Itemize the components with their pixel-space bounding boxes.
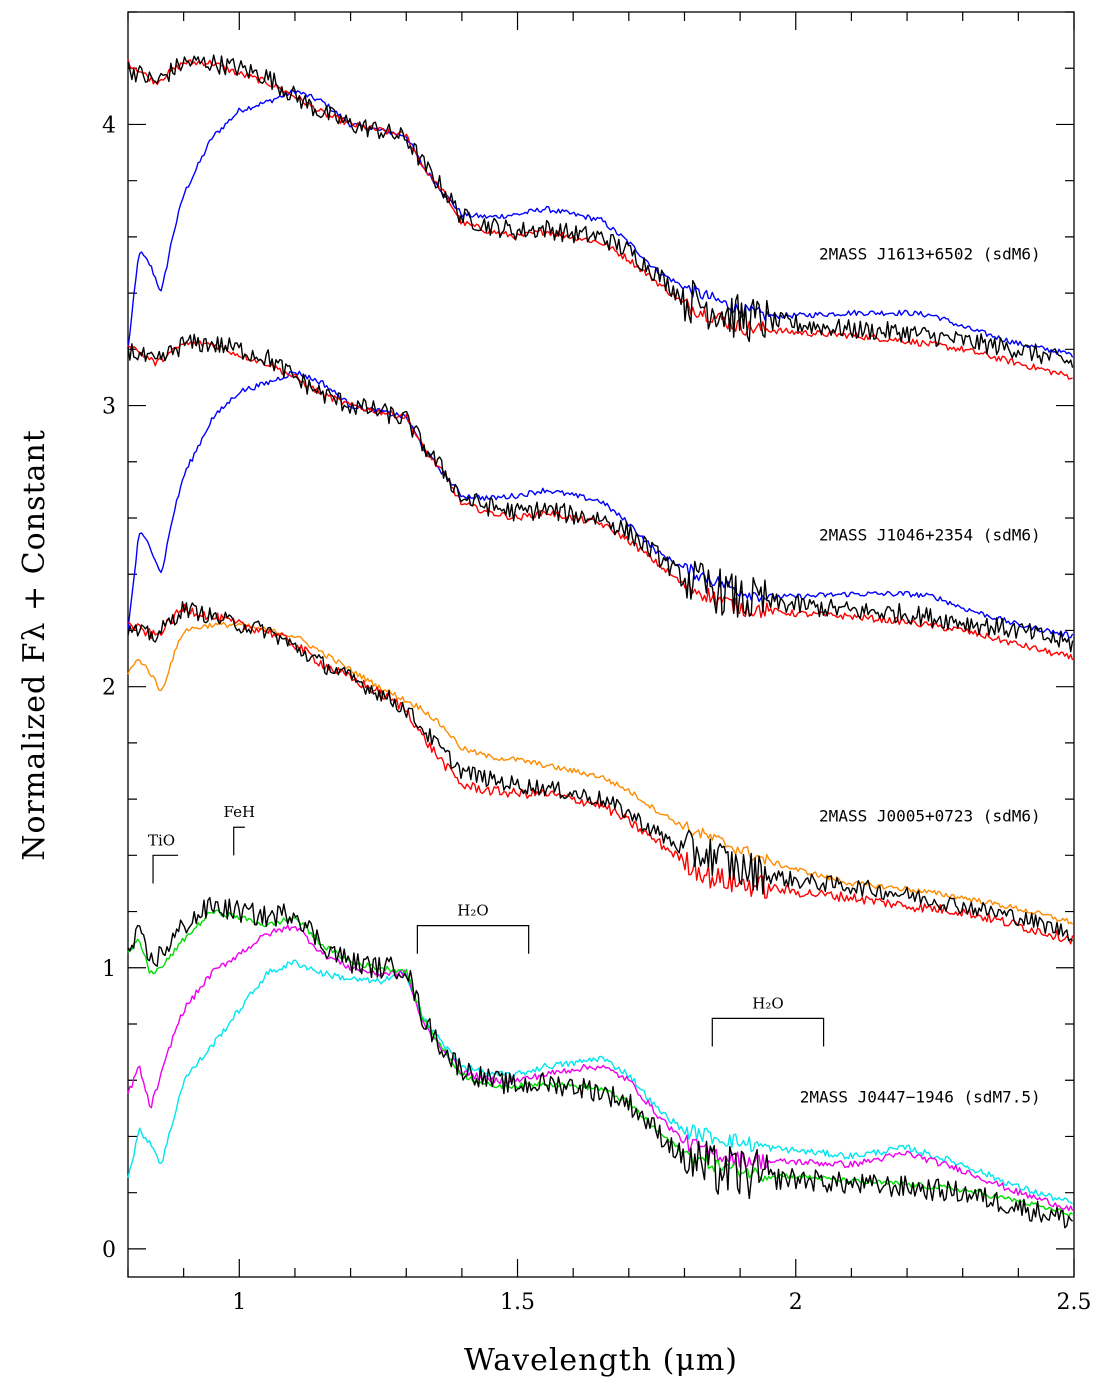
tick-marks bbox=[127, 11, 1075, 1277]
series-j1046-black bbox=[127, 333, 1074, 653]
band-marker bbox=[416, 925, 530, 954]
x-tick-label: 1.5 bbox=[500, 1290, 535, 1315]
spectrum-label: 2MASS J1613+6502 (sdM6) bbox=[819, 244, 1041, 263]
band-label: H₂O bbox=[752, 994, 783, 1012]
annotations: 2MASS J1613+6502 (sdM6) 2MASS J1046+2354 … bbox=[800, 244, 1041, 1106]
spectrum-label: 2MASS J0005+0723 (sdM6) bbox=[819, 807, 1041, 826]
y-tick-label: 0 bbox=[102, 1238, 116, 1263]
plot-frame bbox=[127, 11, 1075, 1278]
x-tick-label: 1 bbox=[232, 1290, 246, 1315]
band-label: FeH bbox=[224, 803, 256, 821]
series-j0447-green bbox=[127, 909, 1073, 1218]
series-j1613-blue bbox=[127, 89, 1074, 358]
y-tick-label: 4 bbox=[102, 113, 116, 138]
axis-ticks: 1 1.5 2 2.5 0 1 2 3 4 bbox=[102, 11, 1092, 1315]
band-marker bbox=[711, 1017, 825, 1047]
series-j0447-magenta bbox=[127, 924, 1074, 1212]
band-marker bbox=[233, 826, 245, 856]
y-axis-label: Normalized Fλ + Constant bbox=[17, 429, 52, 861]
band-marker bbox=[152, 854, 179, 884]
spectrum-label: 2MASS J1046+2354 (sdM6) bbox=[819, 525, 1041, 544]
x-axis-label: Wavelength (μm) bbox=[464, 1343, 738, 1378]
series-j0447-cyan bbox=[127, 959, 1073, 1205]
y-tick-label: 2 bbox=[102, 676, 116, 701]
y-tick-label: 3 bbox=[102, 395, 116, 420]
x-tick-label: 2 bbox=[789, 1290, 803, 1315]
series-j0005-orange bbox=[127, 621, 1074, 925]
series-j1613-red bbox=[127, 59, 1073, 380]
spectrum-label: 2MASS J0447−1946 (sdM7.5) bbox=[800, 1088, 1041, 1107]
series-j0005-black bbox=[127, 601, 1074, 942]
x-tick-label: 2.5 bbox=[1057, 1290, 1092, 1315]
series-j1046-blue bbox=[127, 370, 1074, 639]
band-markers: TiO FeH H₂O H₂O bbox=[148, 803, 825, 1047]
series-j0447-black bbox=[127, 896, 1074, 1229]
band-label: TiO bbox=[148, 831, 175, 849]
y-tick-label: 1 bbox=[102, 957, 116, 982]
series-layer bbox=[127, 54, 1074, 1229]
series-j1613-black bbox=[127, 54, 1074, 368]
series-j1046-red bbox=[127, 340, 1074, 661]
series-j0005-red bbox=[127, 603, 1074, 945]
band-label: H₂O bbox=[457, 902, 488, 920]
